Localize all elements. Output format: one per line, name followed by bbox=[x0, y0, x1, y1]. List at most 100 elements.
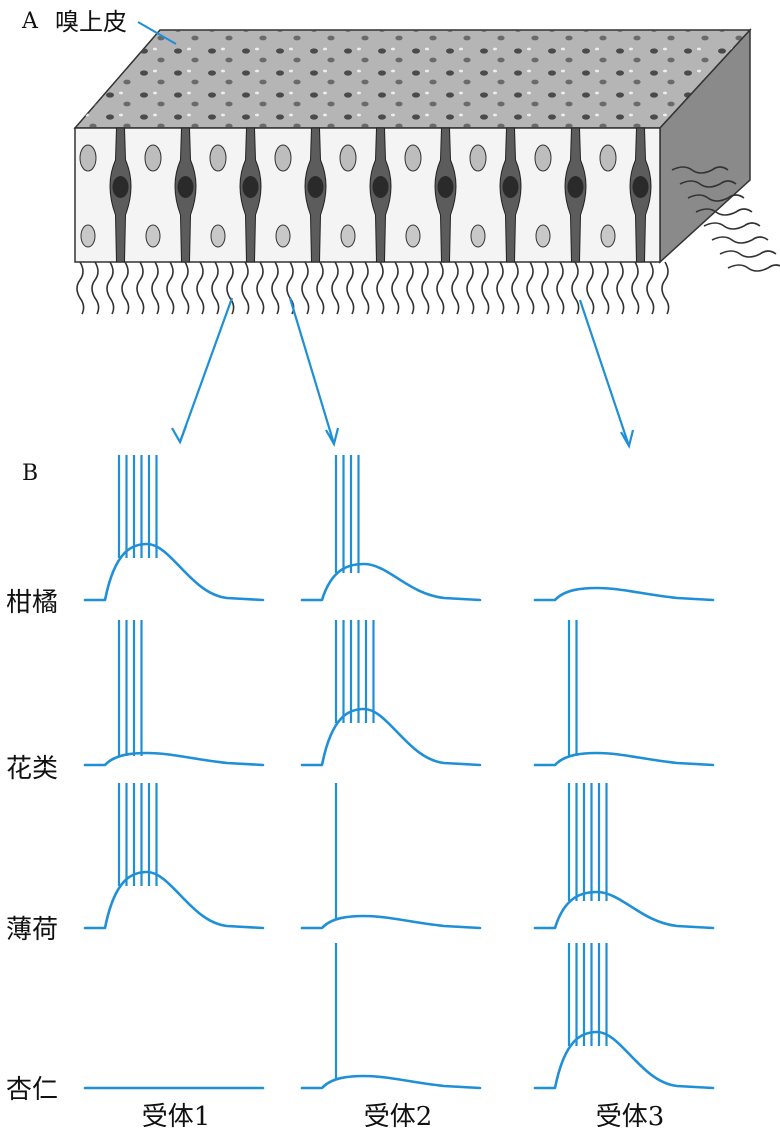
response-cell bbox=[300, 783, 482, 930]
supporting-cell-nucleus bbox=[339, 144, 357, 172]
arrow-to-receptor-1 bbox=[178, 297, 234, 443]
olfactory-cilia bbox=[76, 166, 780, 315]
membrane-potential-trace bbox=[83, 751, 265, 767]
epithelium-front-face bbox=[74, 127, 661, 263]
cilium bbox=[226, 261, 235, 315]
arrow-to-receptor-2 bbox=[288, 297, 336, 445]
arrowhead-receptor-3 bbox=[620, 429, 635, 449]
membrane-potential-trace bbox=[533, 890, 715, 930]
membrane-potential-trace bbox=[300, 562, 482, 602]
basal-cell-nucleus bbox=[210, 224, 226, 248]
cilium bbox=[316, 261, 325, 315]
cilium bbox=[181, 261, 190, 315]
cilium bbox=[556, 261, 565, 315]
epithelium-top-pores bbox=[75, 30, 750, 128]
supporting-cell-nucleus bbox=[534, 144, 552, 172]
supporting-cell-nucleus bbox=[144, 144, 162, 172]
response-cell bbox=[533, 620, 715, 767]
cilium bbox=[616, 261, 625, 315]
response-traces bbox=[83, 455, 715, 1090]
cilium bbox=[496, 261, 505, 315]
odorant-label-floral: 花类 bbox=[6, 754, 58, 784]
basal-cell-nucleus bbox=[145, 224, 161, 248]
response-cell bbox=[83, 783, 265, 930]
response-cell bbox=[533, 783, 715, 930]
cilium bbox=[271, 261, 280, 315]
cilium bbox=[526, 261, 535, 315]
response-cell bbox=[83, 455, 265, 602]
olfactory-epithelium bbox=[73, 28, 780, 315]
membrane-potential-trace bbox=[533, 586, 715, 602]
basal-cell-nucleus bbox=[340, 224, 356, 248]
supporting-cell-nucleus bbox=[469, 144, 487, 172]
cilium bbox=[376, 261, 385, 315]
receptor-neuron-nucleus bbox=[567, 176, 584, 198]
supporting-cell-nucleus bbox=[404, 144, 422, 172]
panel-b-letter: B bbox=[22, 461, 38, 486]
cilium bbox=[481, 261, 490, 315]
epithelium-label: 嗅上皮 bbox=[55, 8, 127, 36]
cilium bbox=[91, 261, 100, 315]
cilium bbox=[586, 261, 595, 315]
epithelium-cells bbox=[79, 127, 652, 263]
response-cell bbox=[533, 943, 715, 1090]
cilium bbox=[711, 236, 769, 244]
basal-cell-nucleus bbox=[405, 224, 421, 248]
cilium bbox=[391, 261, 400, 315]
cilium bbox=[727, 264, 780, 272]
cilium bbox=[646, 261, 655, 315]
cilium bbox=[671, 166, 729, 174]
cilium bbox=[211, 261, 220, 315]
receptor-neuron-nucleus bbox=[502, 176, 519, 198]
cilium bbox=[301, 261, 310, 315]
membrane-potential-trace bbox=[533, 1030, 715, 1090]
odorant-labels: 柑橘 花类 薄荷 杏仁 bbox=[6, 588, 58, 1105]
odorant-label-mint: 薄荷 bbox=[6, 915, 58, 945]
cilium bbox=[256, 261, 265, 315]
receptor-label-3: 受体3 bbox=[596, 1102, 665, 1132]
arrowhead-receptor-2 bbox=[325, 427, 340, 447]
basal-cell-nucleus bbox=[470, 224, 486, 248]
response-cell bbox=[83, 620, 265, 767]
cilium bbox=[331, 261, 340, 315]
membrane-potential-trace bbox=[533, 751, 715, 767]
basal-cell-nucleus bbox=[535, 224, 551, 248]
receptor-neuron-nucleus bbox=[177, 176, 194, 198]
cilium bbox=[679, 180, 737, 188]
receptor-neuron-nucleus bbox=[372, 176, 389, 198]
receptor-label-1: 受体1 bbox=[142, 1102, 211, 1132]
cilium bbox=[196, 261, 205, 315]
cilium bbox=[687, 194, 745, 202]
epithelium-label-leader bbox=[137, 21, 177, 45]
cilium bbox=[361, 261, 370, 315]
receptor-neuron-nucleus bbox=[112, 176, 129, 198]
receptor-label-2: 受体2 bbox=[364, 1102, 433, 1132]
supporting-cell-nucleus bbox=[599, 144, 617, 172]
cilium bbox=[601, 261, 610, 315]
response-cell bbox=[533, 586, 715, 602]
cilium bbox=[346, 261, 355, 315]
receptor-labels: 受体1 受体2 受体3 bbox=[142, 1102, 665, 1132]
cilium bbox=[703, 222, 761, 230]
basal-cell-nucleus bbox=[275, 224, 291, 248]
supporting-cell-nucleus bbox=[209, 144, 227, 172]
cilium bbox=[661, 261, 670, 315]
receptor-neuron-nucleus bbox=[437, 176, 454, 198]
odorant-label-citrus: 柑橘 bbox=[6, 588, 58, 618]
cilium bbox=[541, 261, 550, 315]
cilium bbox=[241, 261, 250, 315]
membrane-potential-trace bbox=[83, 870, 265, 930]
membrane-potential-trace bbox=[300, 1074, 482, 1090]
response-cell bbox=[300, 455, 482, 602]
panel-a-letter: A bbox=[21, 9, 39, 34]
cilium bbox=[76, 261, 85, 315]
cilium bbox=[631, 261, 640, 315]
membrane-potential-trace bbox=[300, 707, 482, 767]
receptor-neuron-nucleus bbox=[242, 176, 259, 198]
cilium bbox=[466, 261, 475, 315]
response-cell bbox=[300, 620, 482, 767]
cilium bbox=[511, 261, 520, 315]
response-cell bbox=[300, 943, 482, 1090]
membrane-potential-trace bbox=[300, 914, 482, 930]
arrowhead-receptor-1 bbox=[171, 425, 188, 445]
